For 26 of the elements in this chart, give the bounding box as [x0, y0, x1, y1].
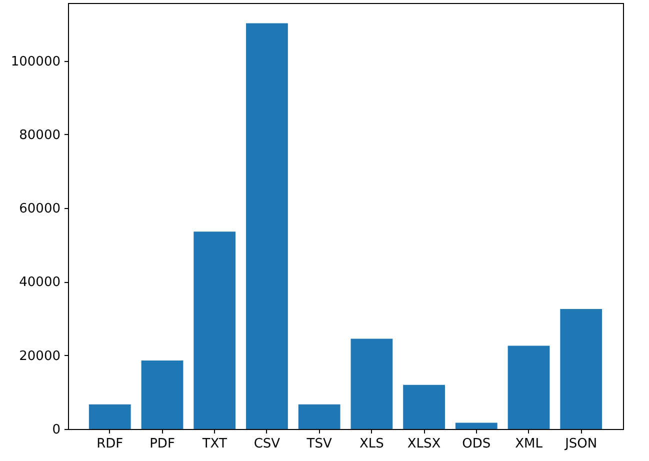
y-tick-label: 0: [52, 422, 60, 438]
x-tick-label: XLS: [359, 436, 384, 452]
bar: [455, 422, 498, 429]
x-tick-label: CSV: [254, 436, 280, 452]
bar: [141, 360, 184, 429]
y-tick-label: 20000: [19, 348, 60, 364]
bar: [350, 338, 393, 429]
x-tick-label: XLSX: [407, 436, 441, 452]
bar: [560, 308, 602, 429]
bar: [298, 404, 340, 429]
bar: [246, 23, 288, 429]
bar: [508, 346, 550, 429]
bar: [194, 232, 236, 429]
x-tick-label: PDF: [150, 436, 175, 452]
x-tick-label: TSV: [306, 436, 332, 452]
x-tick-label: RDF: [96, 436, 124, 452]
x-tick-label: ODS: [462, 436, 491, 452]
y-tick-label: 80000: [19, 128, 60, 143]
x-tick-label: TXT: [201, 436, 227, 452]
bar: [88, 404, 131, 429]
bar: [403, 384, 445, 429]
y-tick-label: 100000: [10, 54, 60, 70]
y-tick-label: 40000: [19, 275, 60, 290]
y-tick-label: 60000: [19, 202, 60, 217]
x-tick-label: JSON: [564, 436, 598, 452]
x-tick-label: XML: [515, 436, 544, 452]
